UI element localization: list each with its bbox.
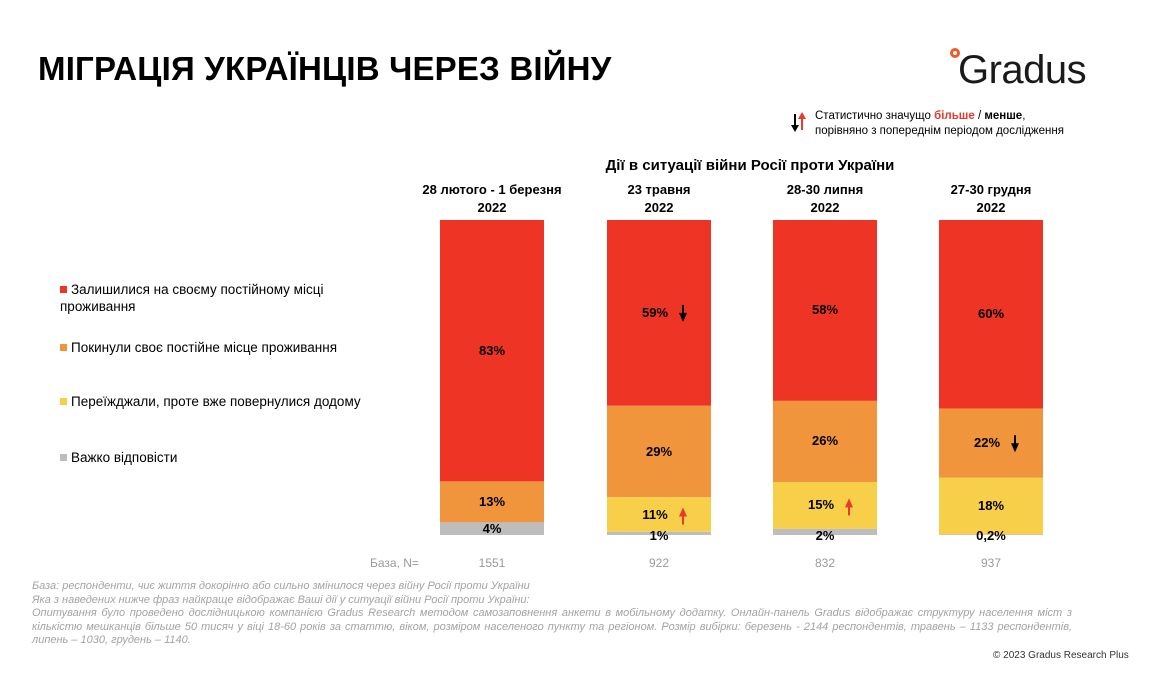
legend-swatch	[60, 398, 67, 405]
significance-up-arrow-icon	[845, 498, 853, 516]
legend-swatch	[60, 286, 67, 293]
note-less: менше	[984, 110, 1023, 122]
base-n-label: База, N=	[370, 556, 419, 570]
significance-down-arrow-icon	[679, 304, 687, 322]
data-label-left: 22%	[973, 435, 1001, 451]
legend-swatch	[60, 344, 67, 351]
data-label-left: 29%	[645, 443, 673, 459]
note-line2: порівняно з попереднім періодом дослідже…	[815, 125, 1064, 137]
significance-down-arrow-icon	[1011, 435, 1019, 453]
bar-segment-stayed	[607, 220, 711, 406]
base-n-value: 1551	[478, 556, 506, 570]
bar-segment-hard	[939, 534, 1043, 535]
period-year: 2022	[644, 200, 674, 215]
bar-segment-returned	[607, 497, 711, 532]
data-label-hard: 2%	[815, 528, 835, 543]
period-header: 28-30 липня 2022	[735, 181, 915, 217]
bar-segment-hard	[440, 522, 544, 535]
bar-segment-stayed	[440, 220, 544, 482]
bar-segment-left	[607, 405, 711, 498]
data-label-stayed: 58%	[811, 302, 839, 318]
legend-label: Покинули своє постійне місце проживання	[71, 340, 338, 355]
data-label-stayed: 59%	[641, 304, 669, 320]
significance-up-arrow-icon	[679, 507, 687, 525]
note-separator: /	[974, 110, 985, 122]
legend-label: Залишилися на своєму постійному місці пр…	[60, 282, 324, 314]
period-header: 23 травня 2022	[569, 181, 749, 217]
bar-segment-stayed	[939, 220, 1043, 409]
data-label-hard: 1%	[649, 528, 669, 543]
data-label-stayed: 83%	[478, 342, 506, 358]
period-year: 2022	[976, 200, 1006, 215]
data-label-returned: 11%	[642, 506, 668, 522]
period-header: 27-30 грудня 2022	[901, 181, 1081, 217]
period-year: 2022	[477, 200, 507, 215]
bar-segment-stayed	[773, 220, 877, 401]
legend-item-hard: Важко відповісти	[60, 449, 380, 466]
legend-swatch	[60, 454, 67, 461]
legend-label: Переїжджали, проте вже повернулися додом…	[71, 394, 361, 409]
footnote-method: Опитування було проведено дослідницькою …	[32, 607, 1072, 646]
page-title: МІГРАЦІЯ УКРАЇНЦІВ ЧЕРЕЗ ВІЙНУ	[38, 50, 612, 87]
bar-segment-left	[440, 481, 544, 523]
note-prefix: Статистично значущо	[815, 110, 935, 122]
data-label-returned: 15%	[807, 497, 835, 513]
period-line1: 28-30 липня	[786, 182, 864, 197]
bar-segment-hard	[773, 528, 877, 535]
base-n-value: 832	[814, 556, 836, 570]
data-label-left: 26%	[811, 433, 839, 449]
logo-text: Gradus	[958, 48, 1087, 92]
note-suffix: ,	[1022, 110, 1026, 122]
footnote-base: База: респонденти, чиє життя докорінно а…	[32, 580, 530, 592]
period-line1: 28 лютого - 1 березня	[422, 182, 562, 197]
legend-item-stayed: Залишилися на своєму постійному місці пр…	[60, 281, 380, 315]
bar-segment-hard	[607, 531, 711, 535]
data-label-returned: 18%	[977, 498, 1005, 514]
base-n-value: 922	[648, 556, 670, 570]
data-label-hard: 4%	[482, 520, 502, 536]
bar-segment-returned	[773, 482, 877, 529]
data-label-left: 13%	[478, 493, 506, 509]
note-more: більше	[934, 110, 975, 122]
data-label-stayed: 60%	[977, 306, 1005, 322]
data-label-hard: 0,2%	[976, 528, 1006, 543]
significance-arrows-icon	[790, 110, 808, 134]
copyright: © 2023 Gradus Research Plus	[993, 650, 1129, 661]
legend-item-returned: Переїжджали, проте вже повернулися додом…	[60, 393, 380, 410]
period-line1: 27-30 грудня	[950, 182, 1032, 197]
chart-title: Дії в ситуації війни Росії проти України	[605, 157, 895, 174]
period-header: 28 лютого - 1 березня 2022	[402, 181, 582, 217]
legend-item-left: Покинули своє постійне місце проживання	[60, 339, 380, 356]
significance-note: Статистично значущо більше / менше, порі…	[815, 109, 1064, 139]
gradus-logo: Gradus	[950, 42, 1120, 102]
legend-label: Важко відповісти	[71, 450, 178, 465]
period-year: 2022	[810, 200, 840, 215]
bar-segment-left	[773, 400, 877, 482]
logo-circle-icon	[950, 48, 960, 58]
base-n-value: 937	[980, 556, 1002, 570]
footnote-question: Яка з наведених нижче фраз найкраще відо…	[32, 593, 530, 606]
period-line1: 23 травня	[627, 182, 691, 197]
bar-segment-left	[939, 408, 1043, 478]
footnote: База: респонденти, чиє життя докорінно а…	[32, 580, 1072, 648]
bar-segment-returned	[939, 477, 1043, 535]
